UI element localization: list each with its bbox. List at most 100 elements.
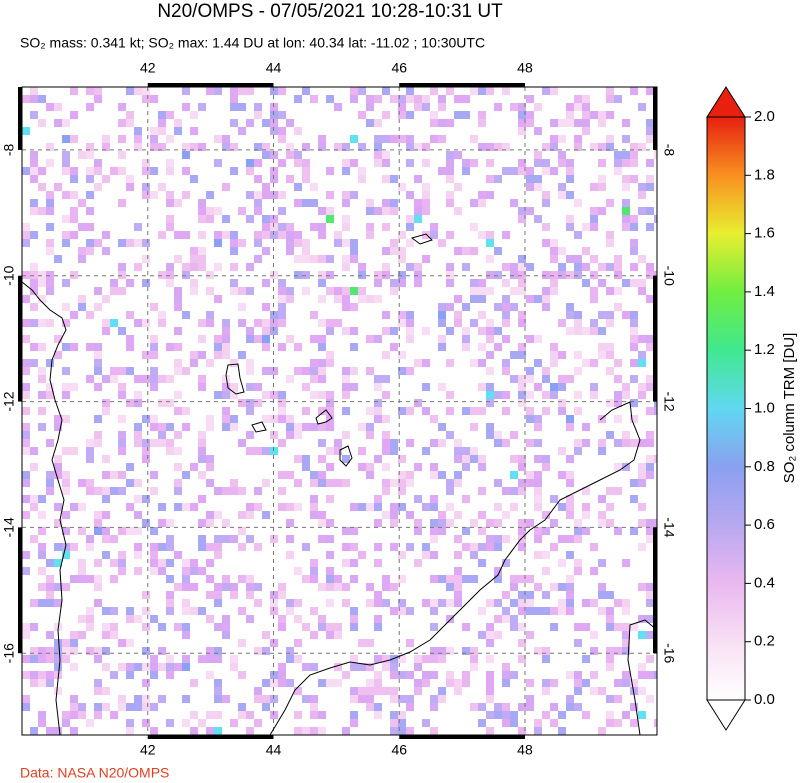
pixel — [534, 479, 542, 487]
pixel — [46, 191, 54, 199]
pixel — [622, 671, 630, 679]
pixel — [606, 663, 614, 671]
pixel — [614, 399, 622, 407]
pixel — [158, 111, 166, 119]
pixel — [534, 719, 542, 727]
pixel — [286, 119, 294, 127]
pixel — [614, 303, 622, 311]
pixel — [182, 87, 190, 95]
pixel — [62, 343, 70, 351]
pixel — [286, 231, 294, 239]
pixel — [614, 159, 622, 167]
pixel — [630, 327, 638, 335]
pixel — [318, 255, 326, 263]
pixel — [278, 471, 286, 479]
pixel — [286, 375, 294, 383]
pixel — [574, 671, 582, 679]
pixel — [446, 647, 454, 655]
subtitle: SO₂ mass: 0.341 kt; SO₂ max: 1.44 DU at … — [20, 35, 485, 51]
pixel — [334, 231, 342, 239]
pixel — [166, 263, 174, 271]
pixel — [622, 383, 630, 391]
pixel — [30, 503, 38, 511]
pixel — [550, 271, 558, 279]
pixel — [574, 95, 582, 103]
pixel — [566, 271, 574, 279]
pixel — [422, 447, 430, 455]
pixel — [230, 87, 238, 95]
pixel — [558, 471, 566, 479]
pixel — [350, 255, 358, 263]
pixel — [398, 711, 406, 719]
pixel — [470, 319, 478, 327]
pixel — [486, 351, 494, 359]
pixel — [158, 647, 166, 655]
credit: Data: NASA N20/OMPS — [20, 765, 169, 781]
pixel — [118, 415, 126, 423]
pixel — [486, 143, 494, 151]
pixel — [206, 415, 214, 423]
pixel — [102, 495, 110, 503]
pixel — [190, 175, 198, 183]
pixel — [126, 183, 134, 191]
pixel — [398, 111, 406, 119]
pixel — [302, 367, 310, 375]
pixel — [606, 607, 614, 615]
pixel — [278, 279, 286, 287]
pixel — [246, 727, 254, 735]
pixel — [566, 255, 574, 263]
pixel — [230, 487, 238, 495]
pixel — [222, 407, 230, 415]
pixel — [286, 647, 294, 655]
pixel — [630, 335, 638, 343]
pixel — [646, 631, 654, 639]
pixel — [398, 503, 406, 511]
pixel — [206, 319, 214, 327]
pixel — [70, 207, 78, 215]
pixel — [518, 527, 526, 535]
coastlines — [22, 233, 657, 735]
pixel — [38, 495, 46, 503]
pixel — [206, 87, 214, 95]
pixel — [46, 223, 54, 231]
frame-bar — [653, 527, 657, 654]
pixel — [630, 359, 638, 367]
pixel — [438, 687, 446, 695]
pixel — [94, 351, 102, 359]
pixel — [550, 495, 558, 503]
pixel — [494, 431, 502, 439]
pixel — [614, 263, 622, 271]
pixel — [638, 583, 646, 591]
pixel — [646, 159, 654, 167]
pixel — [326, 623, 334, 631]
pixel — [470, 551, 478, 559]
pixel — [334, 319, 342, 327]
pixel — [374, 143, 382, 151]
pixel — [454, 599, 462, 607]
pixel — [382, 351, 390, 359]
pixel — [470, 575, 478, 583]
pixel — [614, 271, 622, 279]
pixel — [486, 687, 494, 695]
pixel — [94, 239, 102, 247]
pixel — [38, 671, 46, 679]
pixel — [390, 239, 398, 247]
pixel — [542, 303, 550, 311]
pixel — [30, 343, 38, 351]
pixel — [318, 511, 326, 519]
pixel — [382, 159, 390, 167]
pixel — [350, 687, 358, 695]
pixel — [150, 527, 158, 535]
lat-label: -12 — [1, 391, 17, 411]
pixel — [174, 327, 182, 335]
pixel — [542, 391, 550, 399]
pixel — [310, 255, 318, 263]
pixel — [630, 239, 638, 247]
pixel — [518, 487, 526, 495]
pixel — [62, 583, 70, 591]
pixel — [438, 423, 446, 431]
pixel — [206, 191, 214, 199]
pixel — [550, 359, 558, 367]
pixel — [262, 119, 270, 127]
pixel — [566, 479, 574, 487]
